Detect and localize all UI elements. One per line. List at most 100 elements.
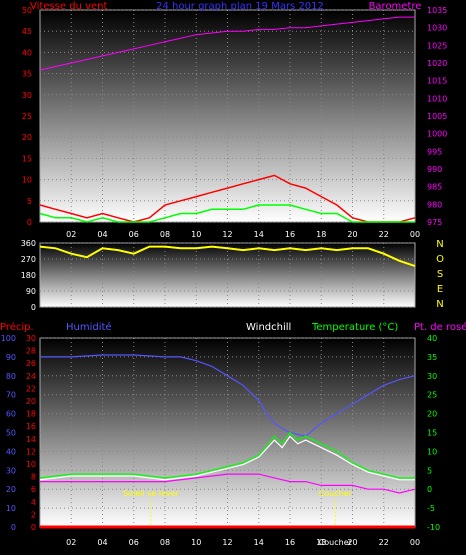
sunrise-label: Soleil se lever	[123, 489, 180, 498]
y2-tick-label: 1005	[427, 112, 447, 121]
sunset-axis-label: Coucher	[319, 538, 353, 547]
windchill-label: Windchill	[246, 322, 291, 333]
sunset-label: Coucher	[319, 489, 353, 498]
y2-tick-label: 1010	[427, 94, 447, 103]
x-tick-label: 20	[347, 230, 357, 239]
x-tick-label: 08	[160, 230, 170, 239]
temp-tick-label: 20	[427, 410, 437, 419]
y-tick-label: 5	[27, 197, 32, 206]
y-tick-label: 0	[27, 218, 32, 227]
x-tick-label: 10	[191, 230, 201, 239]
precip-tick-label: 4	[31, 498, 36, 507]
x-tick-label: 02	[66, 230, 76, 239]
y-tick-label: 40	[22, 48, 32, 57]
y-tick-label: 15	[22, 154, 32, 163]
precip-tick-label: 18	[26, 410, 36, 419]
precip-tick-label: 16	[26, 422, 36, 431]
precip-tick-label: 30	[26, 334, 36, 343]
y2-tick-label: 995	[427, 147, 442, 156]
precip-tick-label: 22	[26, 384, 36, 393]
series-temperature	[39, 431, 415, 479]
y2-tick-label: 1030	[427, 24, 447, 33]
direction-tick-label: 90	[26, 287, 36, 296]
compass-letter: E	[437, 284, 443, 295]
x-tick-label: 00	[410, 230, 420, 239]
humidity-tick-label: 100	[1, 334, 16, 343]
series-mean	[39, 204, 415, 223]
x-tick-label: 06	[129, 538, 139, 547]
x-tick-label: 04	[97, 538, 107, 547]
humidity-tick-label: 70	[6, 391, 16, 400]
y-tick-label: 10	[22, 176, 32, 185]
y2-tick-label: 975	[427, 218, 442, 227]
x-tick-label: 06	[129, 230, 139, 239]
x-tick-label: 04	[97, 230, 107, 239]
temp-tick-label: 40	[427, 334, 437, 343]
precip-tick-label: 10	[26, 460, 36, 469]
y2-tick-label: 1015	[427, 77, 447, 86]
x-tick-label: 22	[379, 538, 389, 547]
precip-tick-label: 12	[26, 447, 36, 456]
x-tick-label: 20	[347, 538, 357, 547]
y2-tick-label: 980	[427, 200, 442, 209]
humidity-tick-label: 0	[11, 523, 16, 532]
y-tick-label: 50	[22, 6, 32, 15]
temp-tick-label: 10	[427, 447, 437, 456]
compass-letter: O	[436, 254, 444, 265]
humidity-tick-label: 30	[6, 466, 16, 475]
humidity-tick-label: 40	[6, 447, 16, 456]
y2-tick-label: 985	[427, 183, 442, 192]
y-tick-label: 30	[22, 91, 32, 100]
series-barometre	[39, 16, 415, 71]
temp-tick-label: 0	[427, 485, 432, 494]
y-tick-label: 45	[22, 27, 32, 36]
y2-tick-label: 1020	[427, 59, 447, 68]
y2-tick-label: 1025	[427, 41, 447, 50]
temp-tick-label: 15	[427, 429, 437, 438]
precip-tick-label: 26	[26, 359, 36, 368]
series-pt-de-ros-e	[40, 473, 416, 494]
compass-letter: N	[436, 239, 443, 250]
right-axis-label: Barometre	[369, 1, 422, 12]
direction-tick-label: 270	[21, 255, 36, 264]
precip-tick-label: 28	[26, 347, 36, 356]
x-tick-label: 22	[379, 230, 389, 239]
x-tick-label: 16	[285, 538, 295, 547]
y-tick-label: 35	[22, 70, 32, 79]
precip-tick-label: 8	[31, 473, 36, 482]
compass-letter: S	[437, 269, 443, 280]
x-tick-label: 00	[410, 538, 420, 547]
temperature-label: Temperature (°C)	[311, 322, 398, 333]
x-tick-label: 02	[66, 538, 76, 547]
x-tick-label: 10	[191, 538, 201, 547]
direction-tick-label: 360	[21, 239, 36, 248]
precip-tick-label: 6	[31, 485, 36, 494]
y-tick-label: 25	[22, 112, 32, 121]
humidity-tick-label: 20	[6, 485, 16, 494]
temp-tick-label: 5	[427, 466, 432, 475]
humidity-tick-label: 10	[6, 504, 16, 513]
x-tick-label: 08	[160, 538, 170, 547]
direction-tick-label: 180	[21, 271, 36, 280]
direction-tick-label: 0	[31, 303, 36, 312]
series-windchill	[39, 435, 415, 481]
humidity-tick-label: 60	[6, 410, 16, 419]
x-tick-label: 14	[254, 230, 264, 239]
temp-tick-label: 30	[427, 372, 437, 381]
precip-tick-label: 2	[31, 510, 36, 519]
y2-tick-label: 1035	[427, 6, 447, 15]
series-gust	[39, 174, 416, 223]
dewpoint-label: Pt. de rosée	[414, 321, 466, 333]
series-humidit-	[40, 354, 416, 437]
humidity-tick-label: 90	[6, 353, 16, 362]
temp-tick-label: -5	[427, 504, 435, 513]
y-tick-label: 20	[22, 133, 32, 142]
x-tick-label: 12	[222, 538, 232, 547]
humidity-tick-label: 80	[6, 372, 16, 381]
temp-tick-label: 35	[427, 353, 437, 362]
x-tick-label: 12	[222, 230, 232, 239]
temp-tick-label: -10	[427, 523, 440, 532]
chart-title: 24 hour graph plan 19 Mars 2012	[156, 1, 324, 12]
precip-tick-label: 14	[26, 435, 36, 444]
